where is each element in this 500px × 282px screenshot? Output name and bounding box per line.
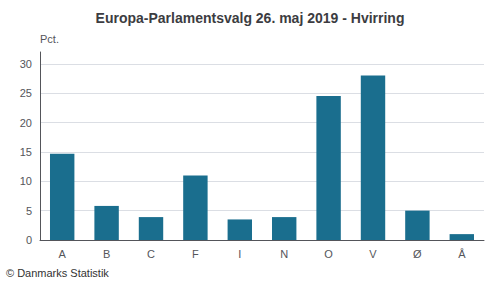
svg-text:5: 5 <box>26 205 32 217</box>
svg-text:20: 20 <box>20 117 32 129</box>
svg-text:Å: Å <box>458 248 466 260</box>
svg-text:25: 25 <box>20 87 32 99</box>
svg-text:O: O <box>324 248 333 260</box>
svg-text:Pct.: Pct. <box>40 33 59 45</box>
svg-text:Europa-Parlamentsvalg 26. maj: Europa-Parlamentsvalg 26. maj 2019 - Hvi… <box>96 10 405 26</box>
svg-text:I: I <box>238 248 241 260</box>
svg-text:B: B <box>103 248 110 260</box>
svg-text:10: 10 <box>20 175 32 187</box>
svg-text:C: C <box>147 248 155 260</box>
svg-text:A: A <box>59 248 67 260</box>
svg-text:Ø: Ø <box>413 248 422 260</box>
svg-text:© Danmarks Statistik: © Danmarks Statistik <box>6 267 109 279</box>
svg-text:30: 30 <box>20 58 32 70</box>
svg-text:15: 15 <box>20 146 32 158</box>
svg-text:F: F <box>192 248 199 260</box>
svg-text:N: N <box>280 248 288 260</box>
svg-text:0: 0 <box>26 234 32 246</box>
svg-text:V: V <box>369 248 377 260</box>
